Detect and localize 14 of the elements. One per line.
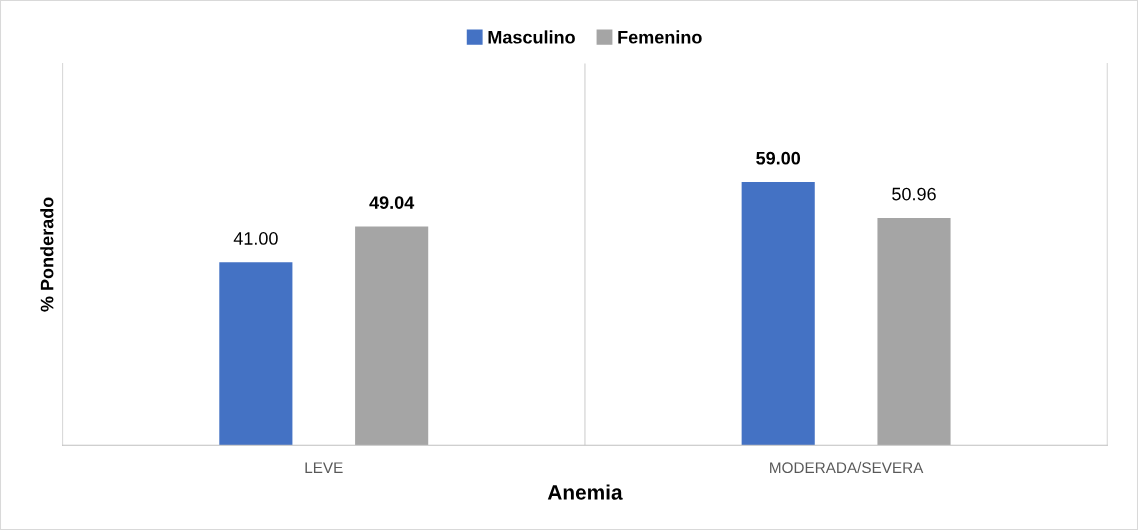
- x-tick-label: MODERADA/SEVERA: [770, 461, 924, 474]
- legend-label: Masculino: [488, 30, 575, 44]
- x-axis-title: Anemia: [547, 484, 623, 500]
- legend-label: Femenino: [618, 30, 702, 44]
- data-label: 50.96: [892, 187, 936, 201]
- bar: [741, 182, 815, 446]
- bar: [355, 226, 429, 446]
- data-label: 59.00: [756, 151, 801, 165]
- y-axis-title: % Ponderado: [40, 197, 54, 312]
- data-label: 49.04: [369, 196, 415, 209]
- data-label: 41.00: [233, 232, 278, 245]
- bar: [219, 262, 293, 446]
- bar: [877, 217, 951, 446]
- x-tick-label: LEVE: [305, 462, 343, 473]
